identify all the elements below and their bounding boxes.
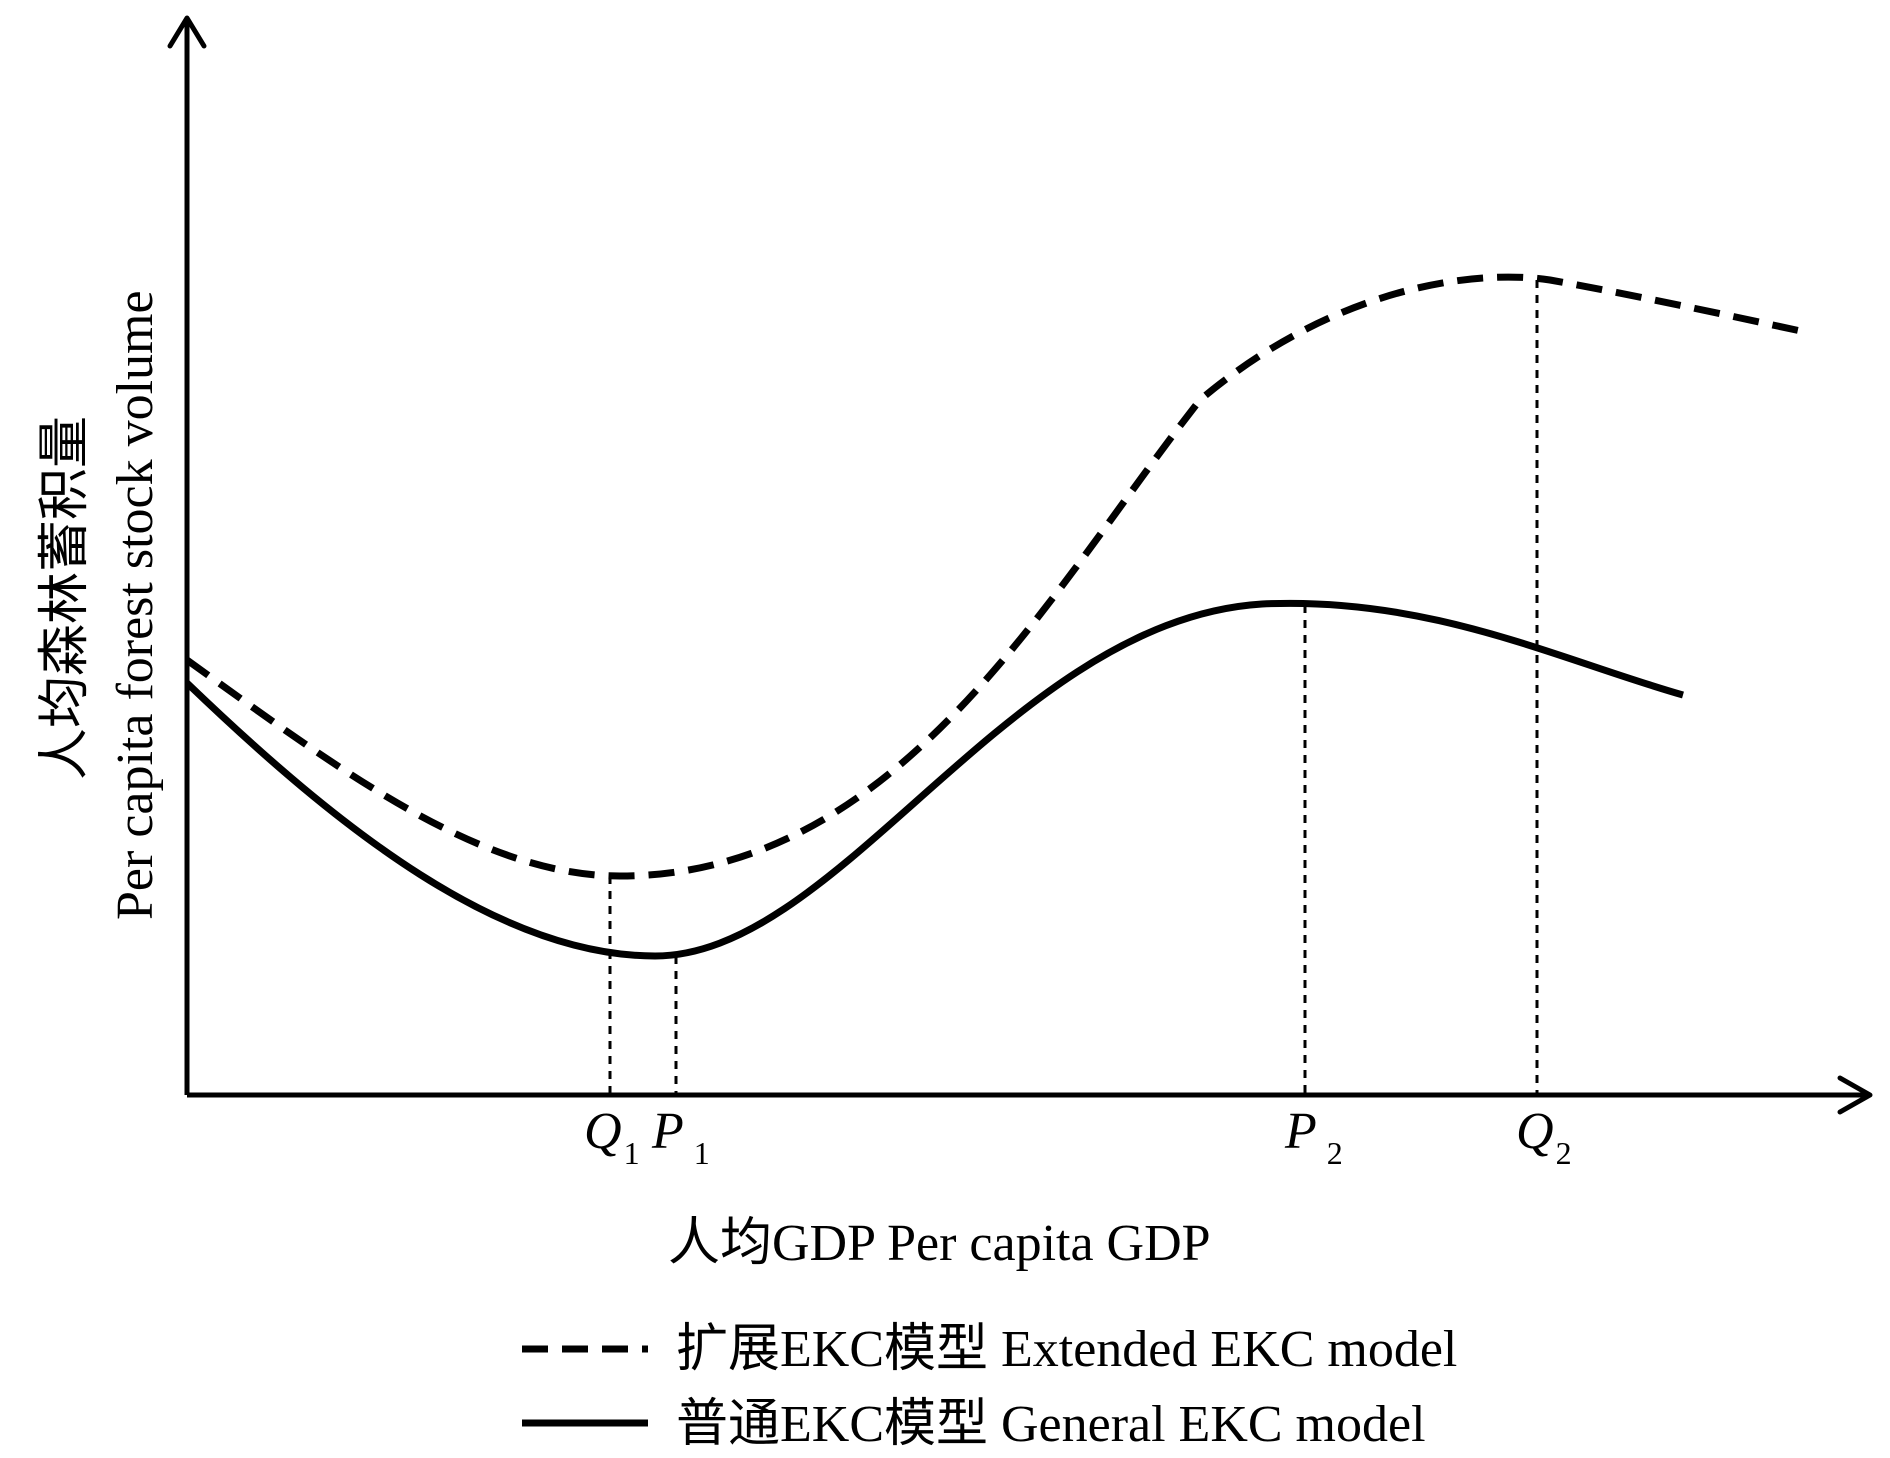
- legend-label-extended: 扩展EKC模型 Extended EKC model: [676, 1321, 1457, 1378]
- y-axis-title-cn: 人均森林蓄积量: [37, 416, 94, 780]
- y-axis-title-group: 人均森林蓄积量: [37, 416, 94, 780]
- x-axis-arrow-icon: [1837, 1075, 1873, 1115]
- axes: [167, 15, 1873, 1115]
- legend: 扩展EKC模型 Extended EKC model 普通EKC模型 Gener…: [522, 1321, 1457, 1453]
- y-axis-title-en-group: Per capita forest stock volume: [107, 290, 164, 920]
- guide-lines: [608, 280, 1539, 1095]
- tick-label-q1: Q1: [584, 1103, 640, 1171]
- extended-ekc-curve: [184, 273, 1811, 880]
- x-axis-title: 人均GDP Per capita GDP: [668, 1215, 1211, 1272]
- general-ekc-curve: [184, 599, 1684, 960]
- y-axis-arrow-icon: [167, 15, 207, 49]
- tick-label-q2: Q2: [1516, 1103, 1572, 1171]
- legend-label-general: 普通EKC模型 General EKC model: [676, 1396, 1426, 1453]
- curves: [184, 273, 1811, 960]
- y-axis-title-en: Per capita forest stock volume: [107, 290, 164, 920]
